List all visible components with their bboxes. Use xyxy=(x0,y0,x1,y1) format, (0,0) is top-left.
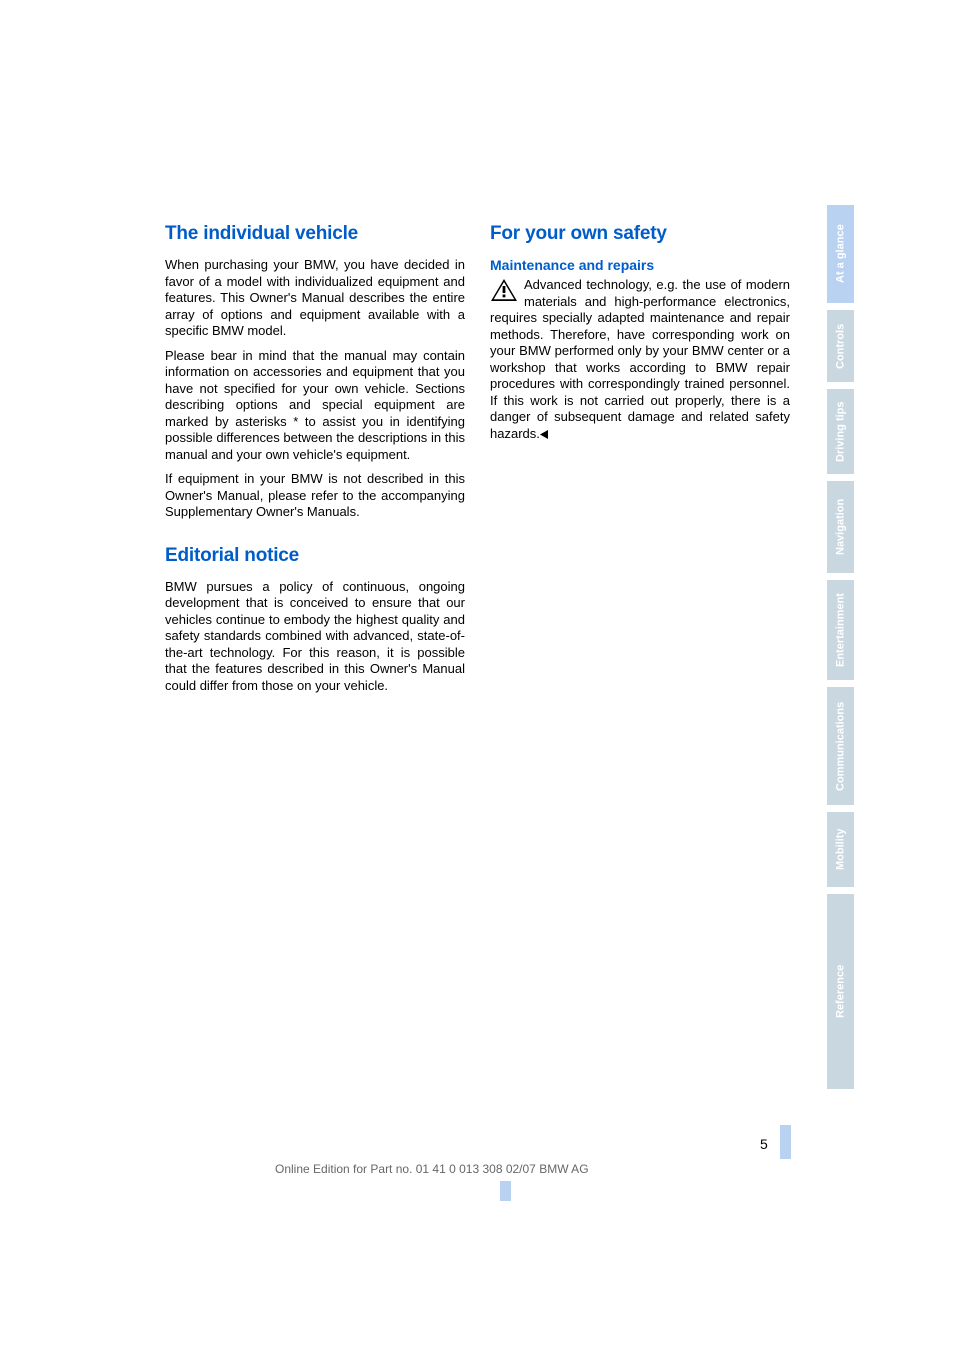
nav-tab-entertainment[interactable]: Entertainment xyxy=(827,580,854,680)
nav-tab-reference[interactable]: Reference xyxy=(827,894,854,1089)
body-paragraph: If equipment in your BMW is not describe… xyxy=(165,471,465,521)
warning-text: Advanced technology, e.g. the use of mod… xyxy=(490,277,790,441)
nav-tab-mobility[interactable]: Mobility xyxy=(827,812,854,887)
nav-tab-controls[interactable]: Controls xyxy=(827,310,854,382)
nav-tab-at-a-glance[interactable]: At a glance xyxy=(827,205,854,303)
body-paragraph: BMW pursues a policy of continuous, ongo… xyxy=(165,579,465,695)
two-column-layout: The individual vehicle When purchasing y… xyxy=(165,223,790,702)
content-area: The individual vehicle When purchasing y… xyxy=(165,223,790,702)
footer-text: Online Edition for Part no. 01 41 0 013 … xyxy=(275,1162,589,1176)
body-paragraph: When purchasing your BMW, you have decid… xyxy=(165,257,465,340)
warning-paragraph: Advanced technology, e.g. the use of mod… xyxy=(490,277,790,443)
side-navigation-tabs: At a glance Controls Driving tips Navigatio… xyxy=(827,205,854,1096)
body-paragraph: Please bear in mind that the manual may … xyxy=(165,348,465,464)
warning-triangle-icon xyxy=(490,278,518,302)
heading-for-your-own-safety: For your own safety xyxy=(490,223,790,245)
subheading-maintenance: Maintenance and repairs xyxy=(490,257,790,273)
nav-tab-driving-tips[interactable]: Driving tips xyxy=(827,389,854,474)
right-column: For your own safety Maintenance and repa… xyxy=(490,223,790,702)
page-number: 5 xyxy=(760,1136,768,1152)
nav-tab-communications[interactable]: Communications xyxy=(827,687,854,805)
page-marker xyxy=(780,1125,791,1159)
end-marker-icon xyxy=(540,427,549,444)
footer-marker xyxy=(500,1181,511,1201)
heading-editorial-notice: Editorial notice xyxy=(165,545,465,567)
nav-tab-navigation[interactable]: Navigation xyxy=(827,481,854,573)
left-column: The individual vehicle When purchasing y… xyxy=(165,223,465,702)
heading-individual-vehicle: The individual vehicle xyxy=(165,223,465,245)
asterisk-note: asterisks * xyxy=(235,414,298,429)
